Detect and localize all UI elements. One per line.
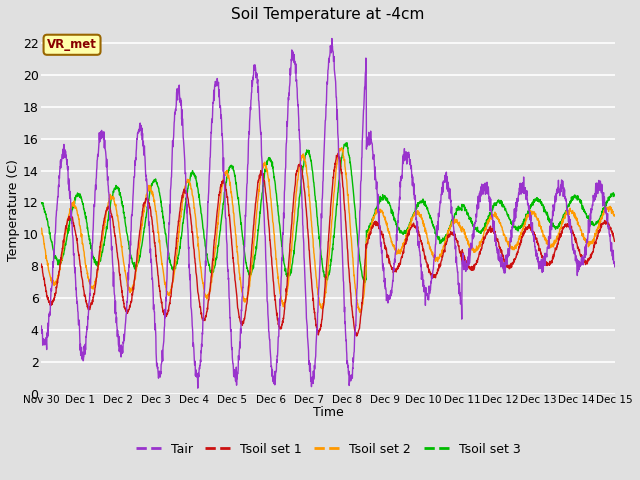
Y-axis label: Temperature (C): Temperature (C) xyxy=(7,159,20,262)
X-axis label: Time: Time xyxy=(313,407,344,420)
Text: VR_met: VR_met xyxy=(47,38,97,51)
Title: Soil Temperature at -4cm: Soil Temperature at -4cm xyxy=(232,7,425,22)
Legend: Tair, Tsoil set 1, Tsoil set 2, Tsoil set 3: Tair, Tsoil set 1, Tsoil set 2, Tsoil se… xyxy=(131,438,525,461)
